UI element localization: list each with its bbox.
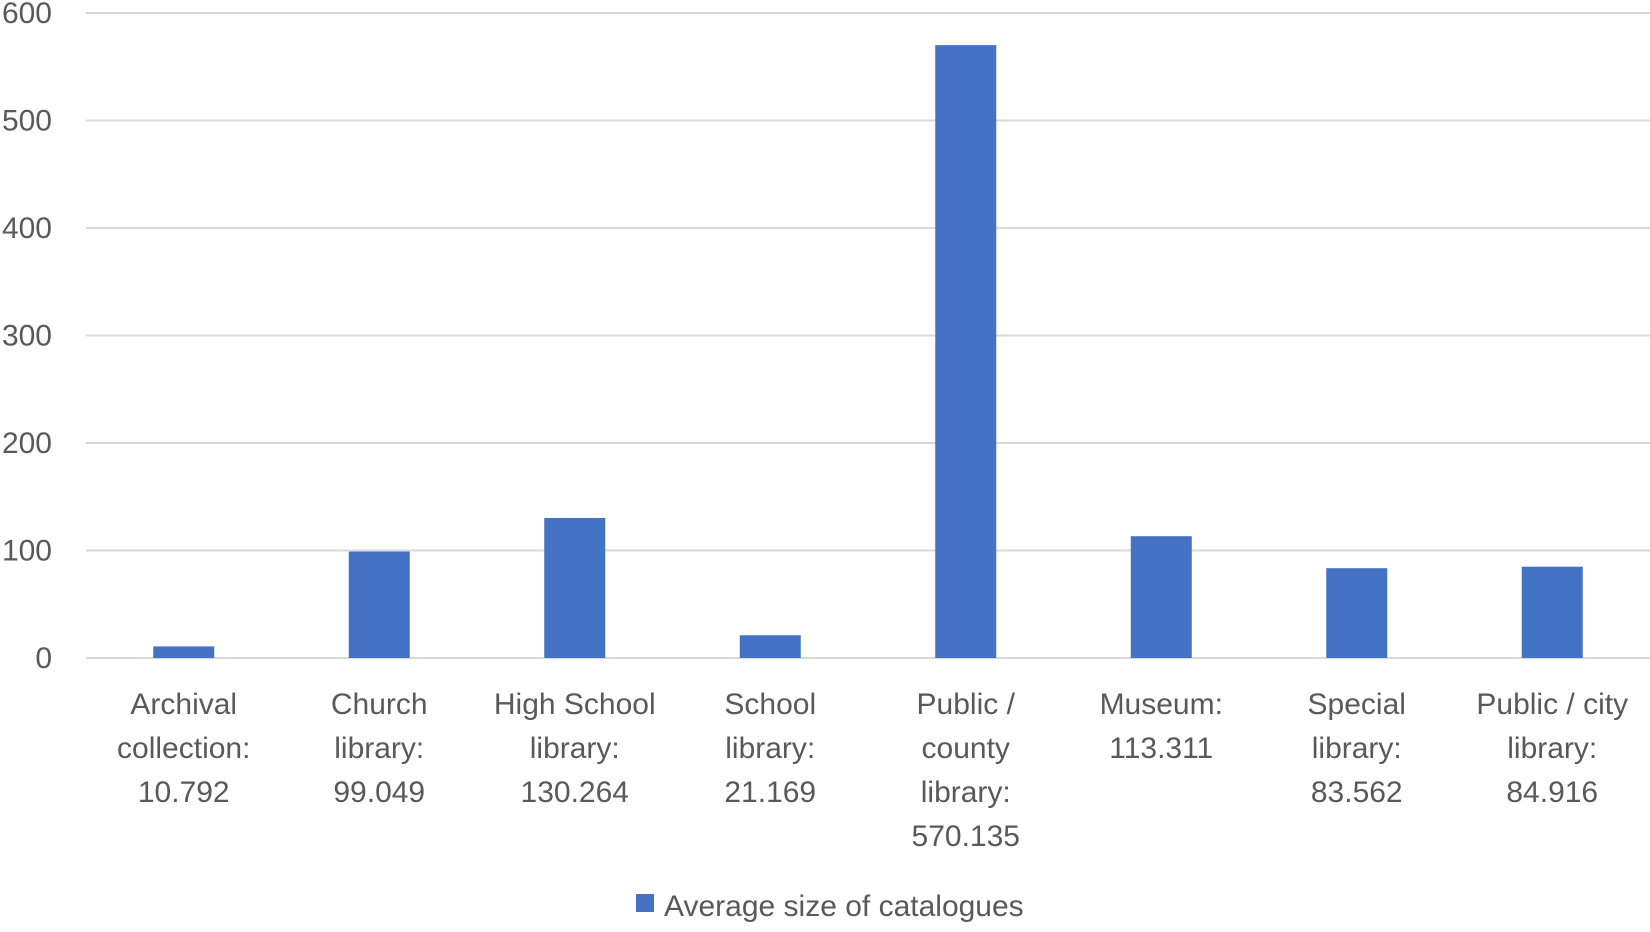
y-tick-label: 200 <box>2 427 52 460</box>
y-tick-label: 600 <box>2 0 52 30</box>
x-category-label-line: library: <box>921 776 1011 809</box>
y-axis-tick-labels: 0 100 200 300 400 500 600 <box>2 0 52 675</box>
y-tick-label: 300 <box>2 320 52 353</box>
y-tick-label: 0 <box>35 642 52 675</box>
x-category-label: Special library: 83.562 <box>1308 688 1406 809</box>
x-category-label-line: Public / city <box>1476 688 1628 721</box>
x-category-label-line: library: <box>530 732 620 765</box>
legend-label: Average size of catalogues <box>664 890 1024 923</box>
legend-swatch <box>636 894 654 912</box>
x-axis-category-labels: Archival collection: 10.792 Church library: 9… <box>117 688 1628 853</box>
y-tick-label: 500 <box>2 105 52 138</box>
bar <box>1130 536 1192 658</box>
x-category-label-line: county <box>922 732 1010 765</box>
x-category-label-line: 113.311 <box>1109 732 1213 765</box>
x-category-label-line: 130.264 <box>521 776 629 809</box>
bars <box>153 45 1583 659</box>
bar <box>739 635 801 658</box>
x-category-label-line: Church <box>331 688 428 721</box>
gridlines <box>86 12 1650 659</box>
bar <box>348 551 410 658</box>
y-tick-label: 100 <box>2 535 52 568</box>
x-category-label: Church library: 99.049 <box>331 688 428 809</box>
x-category-label-line: 21.169 <box>724 776 816 809</box>
bar <box>1326 568 1388 658</box>
x-category-label-line: Special <box>1308 688 1406 721</box>
x-category-label: High School library: 130.264 <box>494 688 656 809</box>
x-category-label-line: library: <box>725 732 815 765</box>
x-category-label-line: Public / <box>917 688 1016 721</box>
x-category-label-line: High School <box>494 688 656 721</box>
x-category-label: School library: 21.169 <box>724 688 816 809</box>
x-category-label-line: library: <box>1312 732 1402 765</box>
x-category-label: Public / city library: 84.916 <box>1476 688 1628 809</box>
x-category-label-line: collection: <box>117 732 250 765</box>
x-category-label: Public / county library: 570.135 <box>912 688 1020 853</box>
bar <box>153 646 215 658</box>
bar <box>544 517 606 658</box>
x-category-label-line: Museum: <box>1100 688 1223 721</box>
x-category-label-line: 84.916 <box>1506 776 1598 809</box>
x-category-label-line: Archival <box>130 688 237 721</box>
bar <box>1521 566 1583 658</box>
x-category-label: Museum: 113.311 <box>1100 688 1223 765</box>
x-category-label-line: 10.792 <box>138 776 230 809</box>
x-category-label-line: 83.562 <box>1311 776 1403 809</box>
x-category-label-line: 99.049 <box>333 776 425 809</box>
x-category-label-line: library: <box>1507 732 1597 765</box>
x-category-label: Archival collection: 10.792 <box>117 688 250 809</box>
x-category-label-line: 570.135 <box>912 820 1020 853</box>
bar <box>935 45 997 659</box>
legend: Average size of catalogues <box>636 890 1024 923</box>
y-tick-label: 400 <box>2 212 52 245</box>
x-category-label-line: library: <box>334 732 424 765</box>
x-category-label-line: School <box>724 688 816 721</box>
